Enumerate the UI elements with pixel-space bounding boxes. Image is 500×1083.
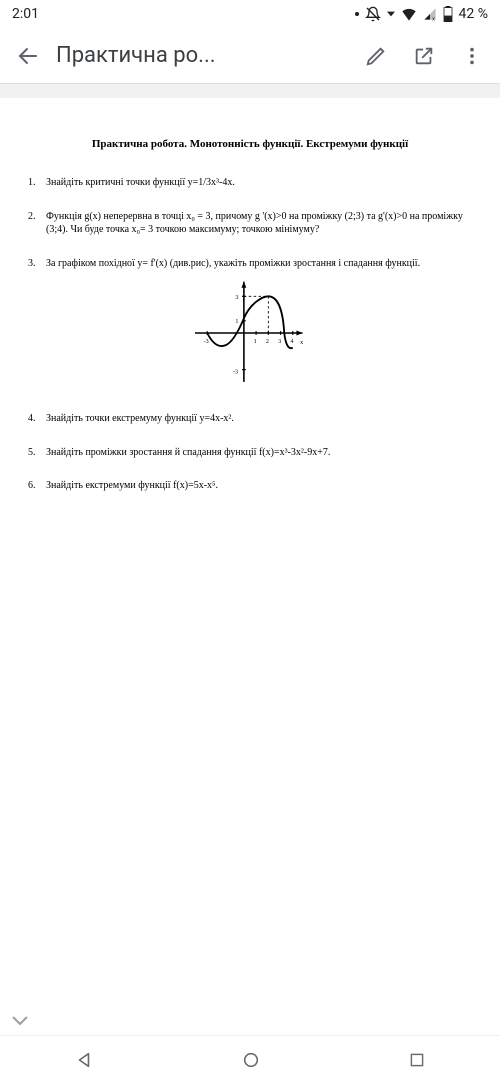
x-tick-label: 2 bbox=[266, 339, 269, 345]
problem-text: За графіком похідної y= f'(x) (див.рис),… bbox=[46, 257, 472, 271]
wifi-icon bbox=[401, 7, 417, 21]
circle-icon bbox=[242, 1051, 260, 1069]
edit-button[interactable] bbox=[356, 36, 396, 76]
y-tick-label: 3 bbox=[235, 295, 238, 301]
arrow-left-icon bbox=[16, 44, 40, 68]
status-time: 2:01 bbox=[12, 6, 39, 22]
system-nav-bar bbox=[0, 1035, 500, 1083]
problem-number: 2. bbox=[28, 210, 46, 224]
problem-item: 6. Знайдіть екстремуми функції f(x)=5x-x… bbox=[28, 479, 472, 493]
problem-text: Знайдіть проміжки зростання й спадання ф… bbox=[46, 446, 472, 460]
problem-number: 4. bbox=[28, 412, 46, 426]
problem-number: 3. bbox=[28, 257, 46, 271]
problem-number: 1. bbox=[28, 176, 46, 190]
keyboard-toggle[interactable] bbox=[10, 1012, 30, 1031]
problem-item: 3. За графіком похідної y= f'(x) (див.ри… bbox=[28, 257, 472, 271]
document-title: Практична робота. Монотонність функції. … bbox=[28, 138, 472, 150]
status-dot-icon bbox=[355, 12, 359, 16]
problem-number: 6. bbox=[28, 479, 46, 493]
x-axis-label: x bbox=[300, 340, 303, 346]
problem-item: 1. Знайдіть критичні точки функції y=1/3… bbox=[28, 176, 472, 190]
chevron-down-icon bbox=[10, 1013, 30, 1027]
more-vert-icon bbox=[461, 45, 483, 67]
problem-list: 1. Знайдіть критичні точки функції y=1/3… bbox=[28, 176, 472, 493]
nav-recents-button[interactable] bbox=[409, 1052, 425, 1068]
status-battery-percent: 42 % bbox=[459, 6, 488, 22]
problem-text: Знайдіть екстремуми функції f(x)=5x-x⁵. bbox=[46, 479, 472, 493]
triangle-left-icon bbox=[75, 1051, 93, 1069]
y-tick-label: 1 bbox=[235, 319, 238, 325]
document-area[interactable]: Практична робота. Монотонність функції. … bbox=[0, 84, 500, 1035]
problem-item: 5. Знайдіть проміжки зростання й спаданн… bbox=[28, 446, 472, 460]
derivative-graph: -3 1 2 3 4 1 3 bbox=[28, 278, 472, 388]
nav-home-button[interactable] bbox=[242, 1051, 260, 1069]
x-tick-label: 1 bbox=[254, 339, 257, 345]
svg-text:x: x bbox=[432, 16, 435, 21]
x-tick-label: 4 bbox=[290, 339, 293, 345]
nav-back-button[interactable] bbox=[75, 1051, 93, 1069]
pencil-icon bbox=[365, 45, 387, 67]
app-bar: Практична ро... bbox=[0, 28, 500, 84]
square-icon bbox=[409, 1052, 425, 1068]
bell-off-icon bbox=[365, 6, 381, 22]
open-external-icon bbox=[413, 45, 435, 67]
y-tick-label: -3 bbox=[233, 369, 238, 375]
open-external-button[interactable] bbox=[404, 36, 444, 76]
status-right: x 42 % bbox=[355, 6, 488, 22]
problem-text: Функція g(x) неперервна в точці x₀ = 3, … bbox=[46, 210, 472, 237]
problem-item: 2. Функція g(x) неперервна в точці x₀ = … bbox=[28, 210, 472, 237]
dropdown-caret-icon bbox=[387, 10, 395, 18]
problem-text: Знайдіть критичні точки функції y=1/3x³-… bbox=[46, 176, 472, 190]
x-tick-label: 3 bbox=[278, 339, 281, 345]
signal-icon: x bbox=[423, 7, 437, 21]
problem-number: 5. bbox=[28, 446, 46, 460]
document-page: Практична робота. Монотонність функції. … bbox=[0, 98, 500, 1035]
app-title: Практична ро... bbox=[56, 43, 348, 68]
problem-item: 4. Знайдіть точки екстремуму функції y=4… bbox=[28, 412, 472, 426]
problem-text: Знайдіть точки екстремуму функції y=4x-x… bbox=[46, 412, 472, 426]
battery-icon bbox=[443, 6, 453, 22]
back-button[interactable] bbox=[8, 36, 48, 76]
overflow-menu-button[interactable] bbox=[452, 36, 492, 76]
status-bar: 2:01 x 42 % bbox=[0, 0, 500, 28]
x-tick-label: -3 bbox=[204, 339, 209, 345]
